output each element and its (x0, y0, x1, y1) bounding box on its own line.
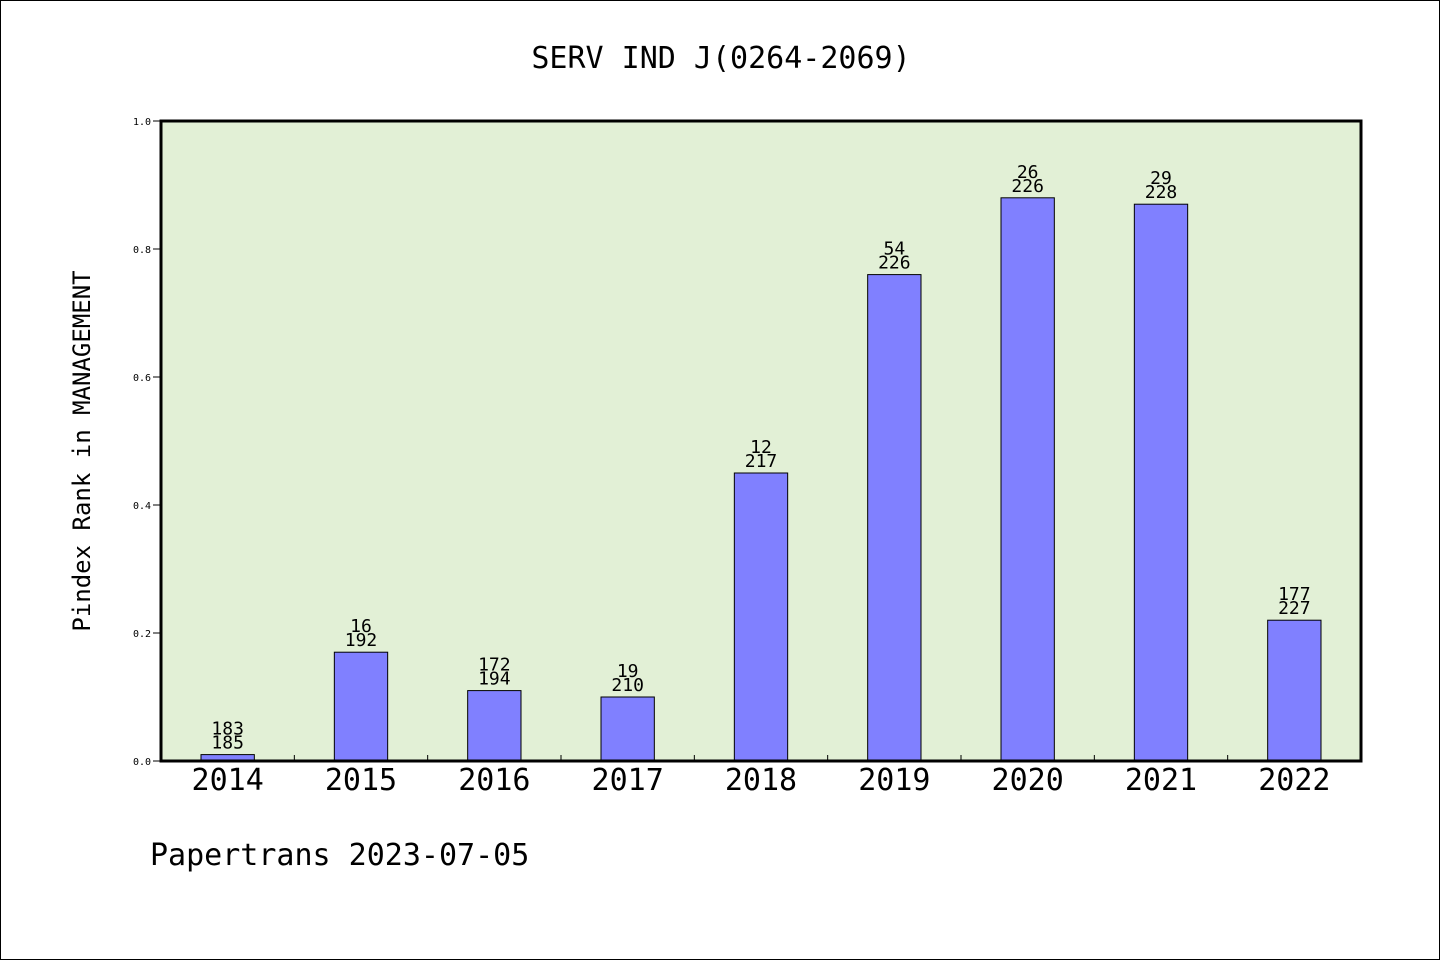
bar-2017 (600, 696, 655, 762)
bar-2022 (1267, 619, 1322, 762)
y-tick-label-0.2: 0.2 (133, 629, 151, 640)
bar-label-top-2015: 16 (350, 616, 372, 637)
y-tick-label-0.0: 0.0 (133, 757, 151, 768)
bar-2021 (1133, 203, 1189, 762)
bar-label-top-2014: 183 (211, 719, 244, 740)
bar-label-bottom-2020: 226 (1011, 176, 1044, 197)
x-tick-label-2017: 2017 (592, 763, 664, 798)
chart-title: SERV IND J(0264-2069) (531, 41, 910, 76)
bar-label-bottom-2017: 210 (611, 675, 644, 696)
bar-2016 (467, 690, 522, 762)
y-tick-label-1.0: 1.0 (133, 117, 151, 128)
bar-label-top-2016: 172 (478, 655, 511, 676)
x-tick-label-2022: 2022 (1258, 763, 1330, 798)
bar-label-top-2022: 177 (1278, 584, 1311, 605)
bar-2018 (733, 472, 789, 762)
bar-label-top-2017: 19 (617, 661, 639, 682)
x-axis: 2014 2015 2016 2017 2018 2019 2020 2021 2022 (192, 755, 1330, 798)
y-tick-label-0.6: 0.6 (133, 373, 151, 384)
bar-label-bottom-2014: 185 (211, 733, 244, 754)
bar-2015 (333, 651, 389, 762)
x-tick-label-2020: 2020 (992, 763, 1064, 798)
bar-label-top-2019: 54 (883, 239, 905, 260)
bar-label-bottom-2016: 194 (478, 669, 511, 690)
y-tick-label-0.4: 0.4 (133, 501, 151, 512)
plot-border (159, 119, 1363, 763)
bar-2019 (867, 274, 922, 762)
x-tick-label-2016: 2016 (458, 763, 530, 798)
x-tick-label-2021: 2021 (1125, 763, 1197, 798)
x-tick-label-2019: 2019 (858, 763, 930, 798)
bar-label-bottom-2021: 228 (1145, 182, 1178, 203)
x-tick-label-2015: 2015 (325, 763, 397, 798)
bar-label-top-2021: 29 (1150, 168, 1172, 189)
bar-label-top-2020: 26 (1017, 162, 1039, 183)
bars-group (200, 197, 1322, 762)
y-axis-label: Pindex Rank in MANAGEMENT (68, 270, 96, 631)
y-tick-label-0.8: 0.8 (133, 245, 151, 256)
bar-label-bottom-2018: 217 (745, 451, 778, 472)
footer-credit: Papertrans 2023-07-05 (150, 838, 529, 873)
bar-label-bottom-2015: 192 (345, 630, 378, 651)
y-axis: 0.0 0.2 0.4 0.6 0.8 1.0 (133, 117, 161, 768)
bar-label-top-2018: 12 (750, 437, 772, 458)
bar-2020 (1000, 197, 1055, 762)
bar-label-bottom-2022: 227 (1278, 598, 1311, 619)
bar-label-bottom-2019: 226 (878, 253, 911, 274)
x-tick-label-2018: 2018 (725, 763, 797, 798)
x-tick-label-2014: 2014 (192, 763, 264, 798)
